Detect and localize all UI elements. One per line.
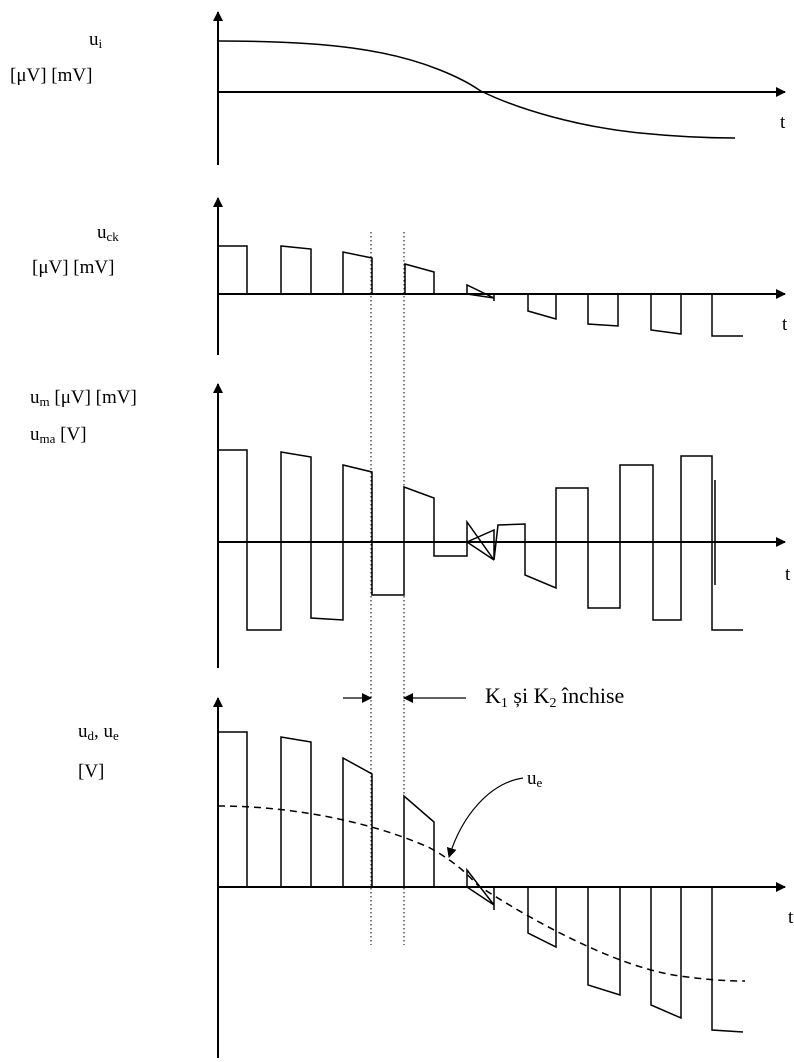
uma-units-label: [V]: [55, 424, 86, 445]
um-units-label: [μV] [mV]: [50, 387, 137, 408]
svg-text:uma [V]: uma [V]: [30, 424, 87, 446]
uck-time-label: t: [782, 314, 788, 335]
uck-units-label: [μV] [mV]: [32, 257, 114, 278]
uck-waveform: [218, 245, 743, 337]
switch-note: K1 și K2 închise: [485, 683, 624, 711]
ue-symbol: , u: [94, 721, 114, 742]
ui-time-label: t: [780, 112, 786, 133]
svg-text:ue: ue: [527, 768, 543, 790]
uma-symbol: u: [30, 424, 40, 445]
um-symbol: u: [30, 387, 40, 408]
svg-text:ui: ui: [89, 29, 103, 51]
ue-pointer-arrow: [446, 777, 524, 858]
um-time-label: t: [785, 564, 791, 585]
uma-subscript: ma: [40, 431, 56, 446]
uck-symbol: u: [97, 222, 107, 243]
um-waveform: [218, 449, 743, 631]
ui-subscript: i: [99, 36, 103, 51]
ud-symbol: u: [78, 721, 88, 742]
svg-text:um [μV] [mV]: um [μV] [mV]: [30, 387, 137, 409]
ui-units-label: [μV] [mV]: [10, 65, 92, 86]
ud-units-label: [V]: [78, 761, 104, 782]
ud-subscript: d: [88, 728, 95, 743]
switch-interval-annotation: K1 și K2 închise: [343, 232, 624, 945]
ud-time-label: t: [788, 907, 794, 928]
panel-ud: ue ud, ue [V] t: [78, 697, 794, 1058]
panel-ui: ui [μV] [mV] t: [10, 11, 786, 165]
um-subscript: m: [40, 394, 50, 409]
ue-curve-symbol: u: [527, 768, 537, 789]
ue-curve-subscript: e: [537, 775, 543, 790]
ui-waveform: [217, 40, 736, 139]
ue-dashed-curve: [217, 805, 746, 982]
ue-subscript: e: [113, 728, 119, 743]
svg-text:uck: uck: [97, 222, 119, 244]
panel-uck: uck [μV] [mV] t: [32, 197, 788, 355]
svg-text:ud, ue: ud, ue: [78, 721, 119, 743]
panel-um: um [μV] [mV] uma [V] t: [30, 383, 791, 668]
ud-waveform: [218, 731, 744, 1033]
uck-subscript: ck: [107, 229, 120, 244]
ui-symbol: u: [89, 29, 99, 50]
